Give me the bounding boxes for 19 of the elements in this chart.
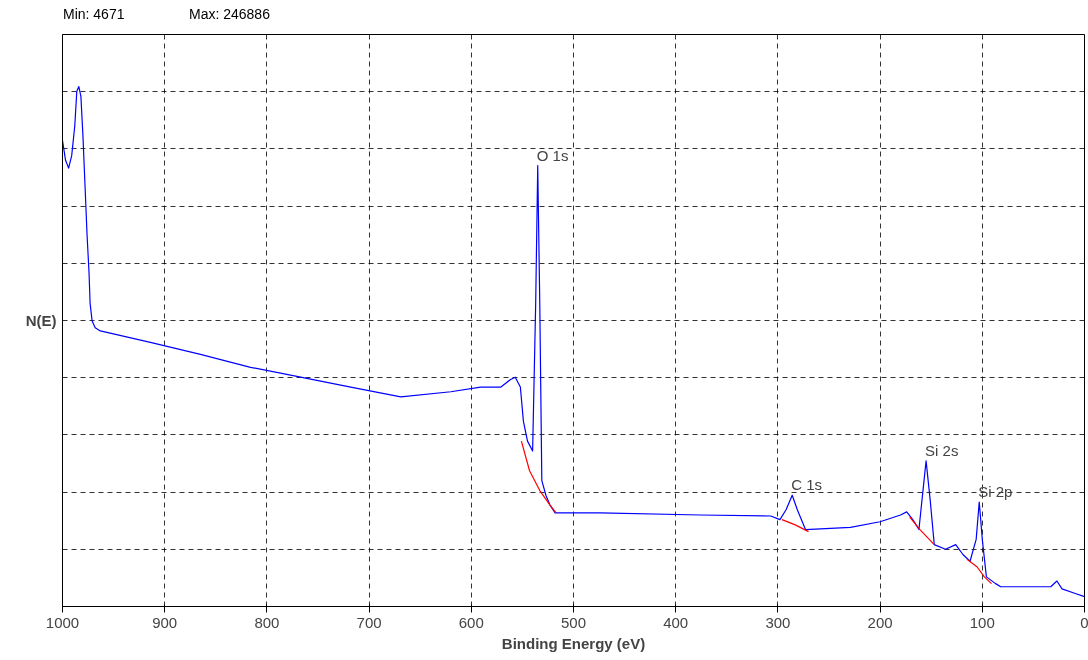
- y-axis-title: N(E): [25, 312, 57, 329]
- x-tick-label: 200: [867, 613, 893, 631]
- x-tick-label: 800: [254, 613, 280, 631]
- x-tick-label: 100: [969, 613, 995, 631]
- x-axis-title: Binding Energy (eV): [501, 634, 646, 652]
- annotation: Si 2s: [925, 441, 959, 459]
- x-tick-label: 700: [356, 613, 382, 631]
- x-tick-label: 1000: [45, 613, 80, 631]
- x-tick-label: 400: [663, 613, 689, 631]
- text: Min: 4671: [63, 5, 125, 23]
- x-tick-label: 600: [458, 613, 484, 631]
- text: Max: 246886: [189, 5, 270, 23]
- annotation: C 1s: [791, 476, 823, 494]
- x-tick-label: 300: [765, 613, 791, 631]
- x-tick-label: 500: [560, 613, 587, 631]
- x-tick-label: 0: [1080, 613, 1088, 631]
- annotation: Si 2p: [978, 482, 1013, 500]
- annotation: O 1s: [536, 146, 569, 164]
- x-tick-label: 900: [152, 613, 178, 631]
